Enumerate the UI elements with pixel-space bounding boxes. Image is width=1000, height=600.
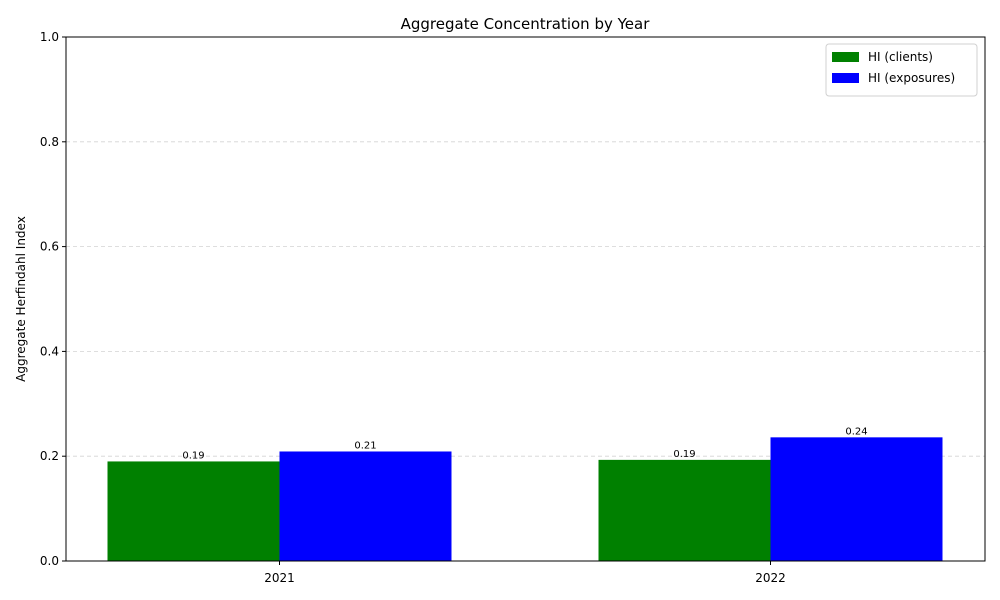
legend: HI (clients) HI (exposures) <box>825 43 978 97</box>
y-tick-label: 0.6 <box>40 240 59 254</box>
chart-title: Aggregate Concentration by Year <box>401 15 651 33</box>
bar-2022-series-0 <box>598 459 771 561</box>
x-tick-label: 2022 <box>755 571 786 585</box>
data-labels: 0.19 0.19 0.21 0.24 <box>182 426 867 461</box>
y-tick-label: 0.8 <box>40 135 59 149</box>
legend-label: HI (exposures) <box>868 71 955 85</box>
x-tick-label: 2021 <box>264 571 295 585</box>
legend-box <box>825 43 978 97</box>
y-axis-label: Aggregate Herfindahl Index <box>14 216 28 382</box>
legend-swatch <box>832 52 859 62</box>
bar-2022-series-1 <box>770 437 943 561</box>
bar-2021-series-0 <box>107 461 280 561</box>
bars <box>107 437 943 561</box>
bar-2021-series-1 <box>279 451 452 561</box>
legend-swatch <box>832 73 859 83</box>
bar-value-label: 0.19 <box>182 450 204 461</box>
legend-label: HI (clients) <box>868 50 933 64</box>
y-tick-label: 0.4 <box>40 344 59 358</box>
axes: 0.0 0.2 0.4 0.6 0.8 1.0 2021 2022 <box>40 30 986 585</box>
y-tick-label: 0.0 <box>40 554 59 568</box>
bar-value-label: 0.21 <box>354 440 376 451</box>
bar-value-label: 0.19 <box>673 449 695 460</box>
y-tick-label: 1.0 <box>40 30 59 44</box>
y-tick-label: 0.2 <box>40 449 59 463</box>
plot-frame <box>65 36 986 562</box>
bar-value-label: 0.24 <box>845 426 867 437</box>
